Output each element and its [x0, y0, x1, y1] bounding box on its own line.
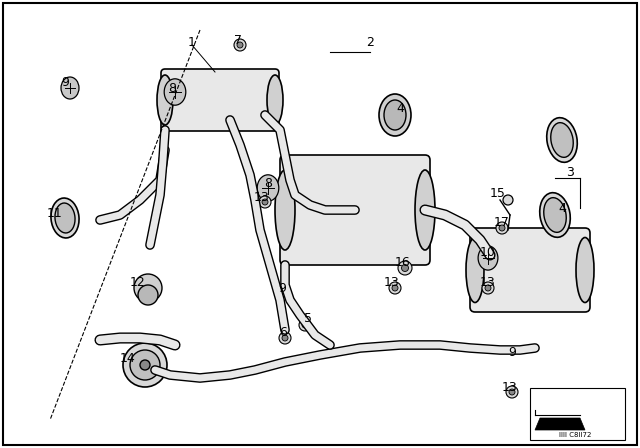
Polygon shape [535, 418, 585, 430]
Circle shape [282, 335, 288, 341]
Text: 9: 9 [61, 76, 69, 89]
Text: 10: 10 [480, 246, 496, 258]
Text: 8: 8 [264, 177, 272, 190]
Circle shape [138, 285, 158, 305]
Circle shape [299, 319, 311, 331]
Ellipse shape [415, 170, 435, 250]
Text: IIII C8II72: IIII C8II72 [559, 432, 591, 438]
Text: 6: 6 [279, 326, 287, 339]
Ellipse shape [379, 94, 411, 136]
FancyBboxPatch shape [161, 69, 279, 131]
Ellipse shape [478, 246, 498, 270]
Circle shape [506, 386, 518, 398]
Ellipse shape [576, 237, 594, 302]
Circle shape [401, 264, 408, 271]
Circle shape [482, 282, 494, 294]
Circle shape [509, 389, 515, 395]
Ellipse shape [384, 100, 406, 130]
Text: 11: 11 [47, 207, 63, 220]
Text: 13: 13 [502, 380, 518, 393]
Ellipse shape [551, 123, 573, 157]
Ellipse shape [544, 198, 566, 233]
Circle shape [503, 195, 513, 205]
Text: 7: 7 [234, 34, 242, 47]
Circle shape [389, 282, 401, 294]
Text: 9: 9 [278, 281, 286, 294]
Text: 13: 13 [384, 276, 400, 289]
Ellipse shape [540, 193, 570, 237]
Text: 5: 5 [304, 311, 312, 324]
Text: 13: 13 [480, 276, 496, 289]
Circle shape [123, 343, 167, 387]
Circle shape [234, 39, 246, 51]
Circle shape [262, 199, 268, 205]
Ellipse shape [51, 198, 79, 238]
Text: 9: 9 [508, 345, 516, 358]
Text: 3: 3 [566, 165, 574, 178]
Circle shape [398, 261, 412, 275]
Circle shape [302, 322, 308, 328]
Ellipse shape [275, 170, 295, 250]
Text: 4: 4 [396, 102, 404, 115]
Text: 13: 13 [254, 190, 270, 203]
Text: 2: 2 [366, 35, 374, 48]
Text: 8: 8 [168, 82, 176, 95]
Text: 14: 14 [120, 352, 136, 365]
Circle shape [392, 285, 398, 291]
Text: 15: 15 [490, 186, 506, 199]
Ellipse shape [547, 118, 577, 162]
Ellipse shape [55, 203, 75, 233]
Text: 12: 12 [130, 276, 146, 289]
Ellipse shape [164, 79, 186, 105]
Ellipse shape [466, 237, 484, 302]
Circle shape [496, 222, 508, 234]
Ellipse shape [267, 75, 283, 125]
Circle shape [130, 350, 160, 380]
FancyBboxPatch shape [280, 155, 430, 265]
Ellipse shape [157, 75, 173, 125]
Circle shape [259, 196, 271, 208]
Circle shape [140, 360, 150, 370]
FancyBboxPatch shape [470, 228, 590, 312]
Text: 16: 16 [395, 255, 411, 268]
Ellipse shape [61, 77, 79, 99]
Text: 17: 17 [494, 215, 510, 228]
Circle shape [485, 285, 491, 291]
Ellipse shape [257, 175, 279, 201]
Text: 4: 4 [558, 202, 566, 215]
Circle shape [499, 225, 505, 231]
Circle shape [237, 42, 243, 48]
Circle shape [279, 332, 291, 344]
Text: 1: 1 [188, 35, 196, 48]
Circle shape [134, 274, 162, 302]
Bar [530, 388, 625, 440]
